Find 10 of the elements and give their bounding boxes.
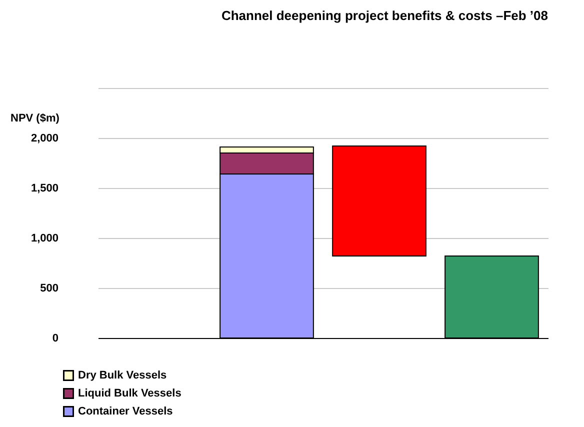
y-tick-label: 1,500 [30, 182, 58, 194]
legend-label: Liquid Bulk Vessels [78, 388, 182, 400]
y-axis-title: NPV ($m) [10, 112, 60, 124]
y-tick-label: 1,000 [30, 232, 58, 244]
y-tick-label: 0 [52, 332, 58, 344]
y-tick-label: 500 [40, 282, 58, 294]
y-tick-label: 2,000 [30, 132, 58, 144]
chart-title: Channel deepening project benefits & costs –Feb ’08 [221, 8, 548, 23]
legend-label: Dry Bulk Vessels [78, 370, 167, 382]
legend-label: Container Vessels [78, 406, 173, 418]
